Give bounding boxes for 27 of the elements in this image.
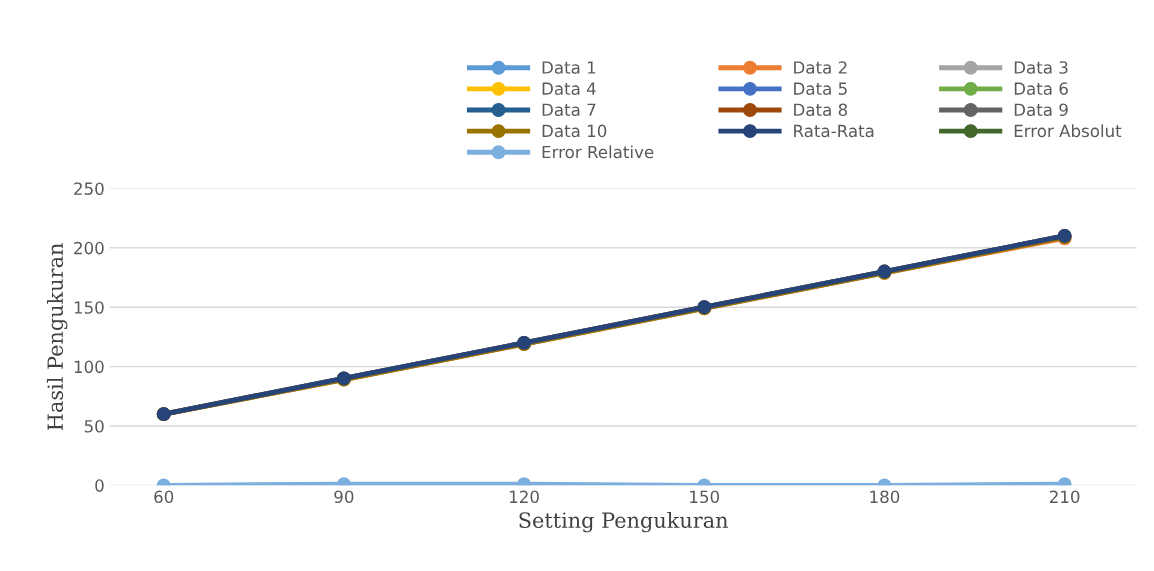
y-tick-label: 200 (74, 241, 104, 255)
y-axis-title: Hasil Pengukuran (46, 243, 68, 431)
y-tick-label: 0 (95, 479, 104, 492)
x-tick-label: 90 (334, 490, 354, 504)
legend-label: Data 3 (1014, 61, 1068, 74)
y-tick-label: 250 (74, 182, 104, 195)
legend-label: Data 2 (794, 61, 847, 74)
legend-label: Data 7 (542, 103, 596, 117)
y-tick-label: 150 (74, 301, 104, 314)
legend-label: Error Relative (542, 145, 654, 159)
y-tick-label: 50 (84, 419, 104, 433)
legend-label: Data 5 (794, 82, 847, 95)
legend-label: Data 9 (1014, 103, 1068, 117)
legend-label: Data 4 (542, 82, 596, 95)
legend-label: Data 6 (1014, 82, 1068, 95)
x-tick-label: 150 (690, 490, 720, 504)
legend-label: Error Absolut (1014, 124, 1122, 138)
legend-label: Data 1 (542, 61, 596, 74)
x-tick-label: 180 (870, 490, 900, 504)
x-tick-label: 120 (509, 490, 539, 504)
legend-label: Data 8 (794, 103, 848, 117)
legend-label: Data 10 (542, 124, 607, 138)
legend-label: Rata-Rata (794, 124, 874, 138)
x-tick-label: 210 (1049, 490, 1080, 504)
x-tick-label: 60 (154, 490, 174, 504)
y-tick-label: 100 (74, 360, 104, 374)
x-axis-title: Setting Pengukuran (519, 511, 728, 533)
